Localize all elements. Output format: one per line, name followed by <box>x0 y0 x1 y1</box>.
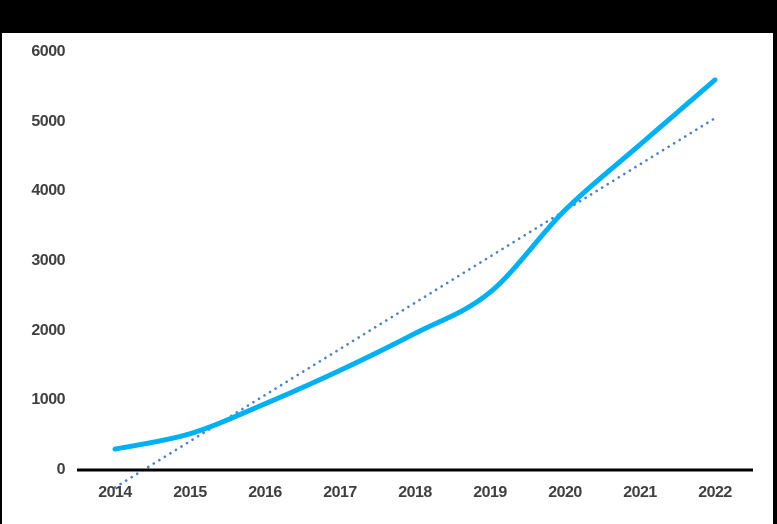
y-tick-label: 0 <box>56 461 66 478</box>
x-tick-label: 2020 <box>548 484 582 501</box>
x-tick-label: 2016 <box>248 484 282 501</box>
y-tick-label: 1000 <box>31 391 65 409</box>
x-tick-label: 2014 <box>98 484 132 501</box>
x-tick-label: 2019 <box>473 484 507 501</box>
chart-plot-area <box>2 33 773 524</box>
y-tick-label: 3000 <box>31 252 65 269</box>
x-tick-label: 2018 <box>398 484 432 501</box>
y-tick-label: 4000 <box>31 182 65 200</box>
y-tick-label: 6000 <box>31 43 65 60</box>
y-tick-label: 2000 <box>31 321 65 339</box>
x-tick-label: 2015 <box>173 484 207 501</box>
trendline <box>113 116 717 489</box>
x-tick-label: 2022 <box>698 484 732 501</box>
x-tick-label: 2017 <box>323 484 357 501</box>
y-tick-label: 5000 <box>31 112 65 130</box>
x-tick-label: 2021 <box>623 484 657 501</box>
series-line <box>112 77 718 452</box>
